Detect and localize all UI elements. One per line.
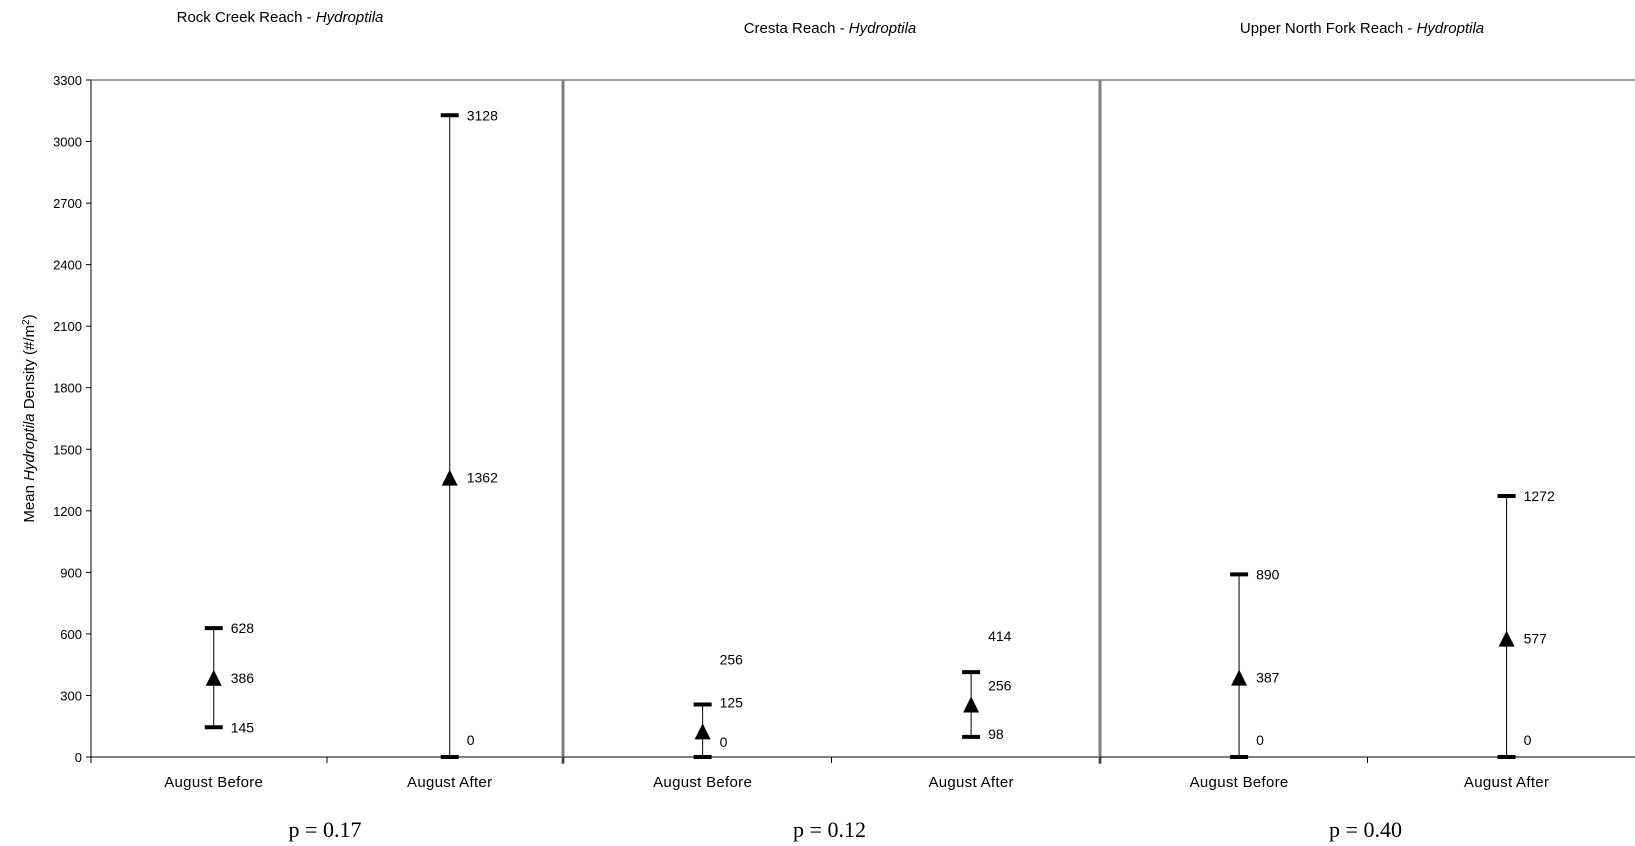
mean-value-label: 125 (720, 694, 744, 710)
x-category-label: August Before (1190, 774, 1289, 791)
y-tick-label: 0 (75, 750, 82, 765)
mean-value-label: 256 (988, 677, 1012, 693)
max-value-label: 628 (231, 620, 255, 636)
max-value-label: 1272 (1524, 488, 1555, 504)
y-tick-label: 1800 (53, 381, 82, 396)
y-tick-label: 1200 (53, 504, 82, 519)
x-category-label: August Before (653, 774, 752, 791)
y-tick-label: 600 (60, 627, 82, 642)
mean-marker (963, 696, 980, 713)
y-tick-label: 2700 (53, 196, 82, 211)
y-tick-label: 3300 (53, 73, 82, 88)
mean-value-label: 1362 (467, 470, 498, 486)
panel-title: Cresta Reach - Hydroptila (744, 20, 917, 37)
panel-title: Upper North Fork Reach - Hydroptila (1240, 20, 1484, 37)
p-value-label: p = 0.17 (289, 817, 362, 842)
y-tick-label: 2400 (53, 258, 82, 273)
x-category-label: August After (407, 774, 492, 791)
text-layer: 0 300 600 900 1200 1500 1800 2100 2400 2700 3000 33… (21, 9, 1555, 842)
y-tick-label: 3000 (53, 135, 82, 150)
mean-marker (1498, 630, 1515, 647)
min-value-label: 0 (1256, 732, 1264, 748)
panel-title: Rock Creek Reach - Hydroptila (177, 9, 384, 26)
mean-value-label: 386 (231, 670, 255, 686)
x-category-label: August Before (164, 774, 263, 791)
min-value-label: 0 (467, 732, 475, 748)
mean-marker (1231, 669, 1248, 686)
y-tick-label: 900 (60, 565, 82, 580)
mean-value-label: 577 (1524, 631, 1548, 647)
marks-layer (204, 113, 1516, 759)
x-category-label: August After (1464, 774, 1549, 791)
p-value-label: p = 0.12 (793, 817, 866, 842)
p-value-label: p = 0.40 (1329, 817, 1402, 842)
max-value-label: 256 (720, 651, 744, 667)
min-value-label: 0 (1524, 732, 1532, 748)
mean-marker (441, 469, 458, 486)
max-value-label: 3128 (467, 107, 498, 123)
y-tick-label: 1500 (53, 442, 82, 457)
y-tick-label: 300 (60, 688, 82, 703)
max-value-label: 414 (988, 628, 1012, 644)
min-value-label: 145 (231, 719, 255, 735)
y-tick-label: 2100 (53, 319, 82, 334)
axis-layer (86, 79, 1635, 764)
min-value-label: 98 (988, 726, 1004, 742)
y-axis-label: Mean Hydroptila Density (#/m2) (21, 314, 39, 522)
x-category-label: August After (928, 774, 1013, 791)
mean-value-label: 387 (1256, 670, 1280, 686)
mean-marker (694, 723, 711, 740)
min-value-label: 0 (720, 734, 728, 750)
mean-marker (205, 669, 222, 686)
max-value-label: 890 (1256, 566, 1280, 582)
